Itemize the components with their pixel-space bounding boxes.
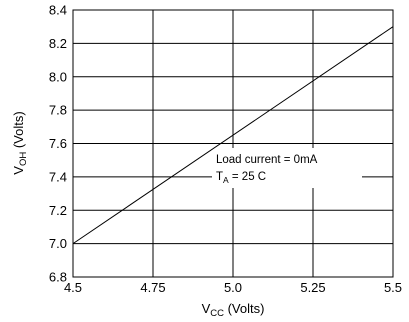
x-axis-label: VCC (Volts): [202, 301, 265, 319]
y-tick-label: 8.0: [49, 69, 67, 84]
y-tick-label: 7.0: [49, 236, 67, 251]
y-tick-labels: 8.4 8.2 8.0 7.8 7.6 7.4 7.2 7.0 6.8: [49, 3, 67, 285]
grid: [73, 10, 393, 277]
y-axis-label: VOH (Volts): [11, 111, 29, 174]
x-tick-label: 4.75: [140, 280, 165, 295]
y-axis-label-main: V: [11, 166, 26, 175]
x-axis-label-main: V: [202, 301, 211, 316]
x-tick-label: 4.5: [64, 280, 82, 295]
y-tick-label: 7.8: [49, 103, 67, 118]
y-tick-label: 8.2: [49, 36, 67, 51]
x-tick-label: 5.0: [224, 280, 242, 295]
y-axis-label-sub: OH: [18, 152, 29, 166]
annotation-ta-sub: A: [223, 175, 229, 185]
x-tick-label: 5.25: [300, 280, 325, 295]
annotation-ta-rest: = 25 C: [229, 171, 266, 183]
x-axis-label-unit: (Volts): [224, 301, 264, 316]
y-tick-label: 8.4: [49, 3, 67, 18]
x-tick-labels: 4.5 4.75 5.0 5.25 5.5: [64, 280, 402, 295]
y-tick-label: 7.6: [49, 136, 67, 151]
y-tick-label: 7.4: [49, 169, 67, 184]
annotation-ta: TA = 25 C: [216, 171, 266, 185]
series-vcc-voh: [72, 26, 394, 245]
y-tick-label: 6.8: [49, 270, 67, 285]
x-tick-label: 5.5: [384, 280, 402, 295]
annotation-mask: [212, 148, 362, 188]
plot-frame: [72, 9, 394, 278]
annotation-ta-main: T: [216, 171, 223, 183]
y-tick-label: 7.2: [49, 203, 67, 218]
annotation-load-current: Load current = 0mA: [216, 154, 318, 166]
series-line: [72, 26, 394, 245]
x-axis-label-sub: CC: [210, 308, 224, 319]
y-axis-label-unit: (Volts): [11, 111, 26, 151]
